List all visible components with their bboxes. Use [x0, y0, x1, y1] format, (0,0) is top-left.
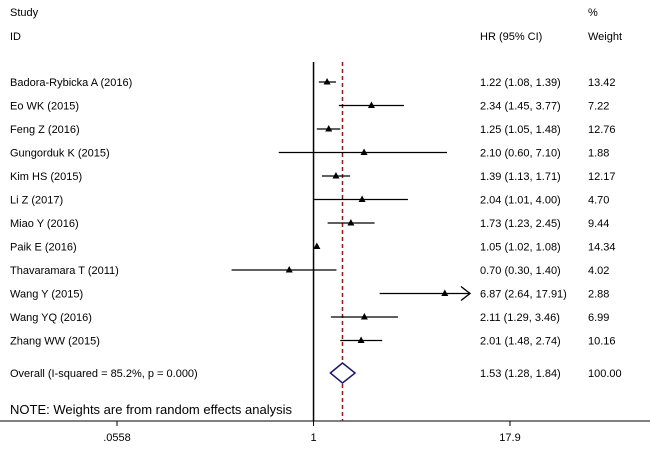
weight-text: 12.17	[588, 171, 616, 183]
id-header: ID	[10, 31, 21, 43]
study-label: Wang Y (2015)	[10, 289, 83, 301]
study-label: Eo WK (2015)	[10, 101, 79, 113]
x-tick-label: 17.9	[499, 432, 520, 444]
point-estimate	[313, 242, 321, 249]
ci-text: 1.22 (1.08, 1.39)	[480, 77, 561, 89]
weight-text: 12.76	[588, 124, 616, 136]
weights-note: NOTE: Weights are from random effects an…	[10, 402, 293, 417]
ci-text: 1.25 (1.05, 1.48)	[480, 124, 561, 136]
study-rows: Badora-Rybicka A (2016) 1.22 (1.08, 1.39)…	[10, 77, 616, 348]
point-estimate	[367, 101, 375, 108]
study-label: Gungorduk K (2015)	[10, 148, 110, 160]
ci-text: 2.04 (1.01, 4.00)	[480, 195, 561, 207]
ci-text: 0.70 (0.30, 1.40)	[480, 265, 561, 277]
overall-weight: 100.00	[588, 368, 622, 380]
ci-text: 6.87 (2.64, 17.91)	[480, 289, 567, 301]
point-estimate	[325, 125, 333, 132]
point-estimate	[358, 195, 366, 202]
overall-ci: 1.53 (1.28, 1.84)	[480, 368, 561, 380]
study-header: Study	[10, 7, 39, 19]
weight-header: Weight	[588, 31, 622, 43]
study-label: Paik E (2016)	[10, 242, 77, 254]
study-label: Kim HS (2015)	[10, 171, 82, 183]
weight-text: 7.22	[588, 101, 609, 113]
study-label: Feng Z (2016)	[10, 124, 80, 136]
weight-text: 4.70	[588, 195, 609, 207]
point-estimate	[441, 289, 449, 296]
percent-header: %	[588, 7, 598, 19]
x-tick-label: 1	[310, 432, 316, 444]
study-label: Wang YQ (2016)	[10, 312, 92, 324]
weight-text: 10.16	[588, 336, 616, 348]
study-label: Badora-Rybicka A (2016)	[10, 77, 132, 89]
study-label: Zhang WW (2015)	[10, 336, 100, 348]
weight-text: 13.42	[588, 77, 616, 89]
weight-text: 1.88	[588, 148, 609, 160]
ci-text: 1.05 (1.02, 1.08)	[480, 242, 561, 254]
ci-text: 2.01 (1.48, 2.74)	[480, 336, 561, 348]
weight-text: 2.88	[588, 289, 609, 301]
point-estimate	[323, 78, 331, 85]
weight-text: 9.44	[588, 218, 609, 230]
x-axis-ticks: .0558 1 17.9	[103, 421, 521, 444]
weight-text: 4.02	[588, 265, 609, 277]
x-tick-label: .0558	[103, 432, 131, 444]
study-label: Miao Y (2016)	[10, 218, 79, 230]
ci-text: 1.39 (1.13, 1.71)	[480, 171, 561, 183]
overall-label: Overall (I-squared = 85.2%, p = 0.000)	[10, 368, 198, 380]
weight-text: 14.34	[588, 242, 616, 254]
weight-text: 6.99	[588, 312, 609, 324]
ci-text: 1.73 (1.23, 2.45)	[480, 218, 561, 230]
overall-diamond	[329, 362, 357, 384]
ci-arrow	[460, 285, 472, 302]
study-label: Thavaramara T (2011)	[10, 265, 119, 277]
study-label: Li Z (2017)	[10, 195, 63, 207]
ci-text: 2.34 (1.45, 3.77)	[480, 101, 561, 113]
point-estimate	[285, 266, 293, 273]
point-estimate	[360, 313, 368, 320]
point-estimate	[360, 148, 368, 155]
ci-text: 2.10 (0.60, 7.10)	[480, 148, 561, 160]
point-estimate	[332, 172, 340, 179]
hr-header: HR (95% CI)	[480, 31, 542, 43]
point-estimate	[357, 336, 365, 343]
ci-text: 2.11 (1.29, 3.46)	[480, 312, 560, 324]
point-estimate	[347, 219, 355, 226]
